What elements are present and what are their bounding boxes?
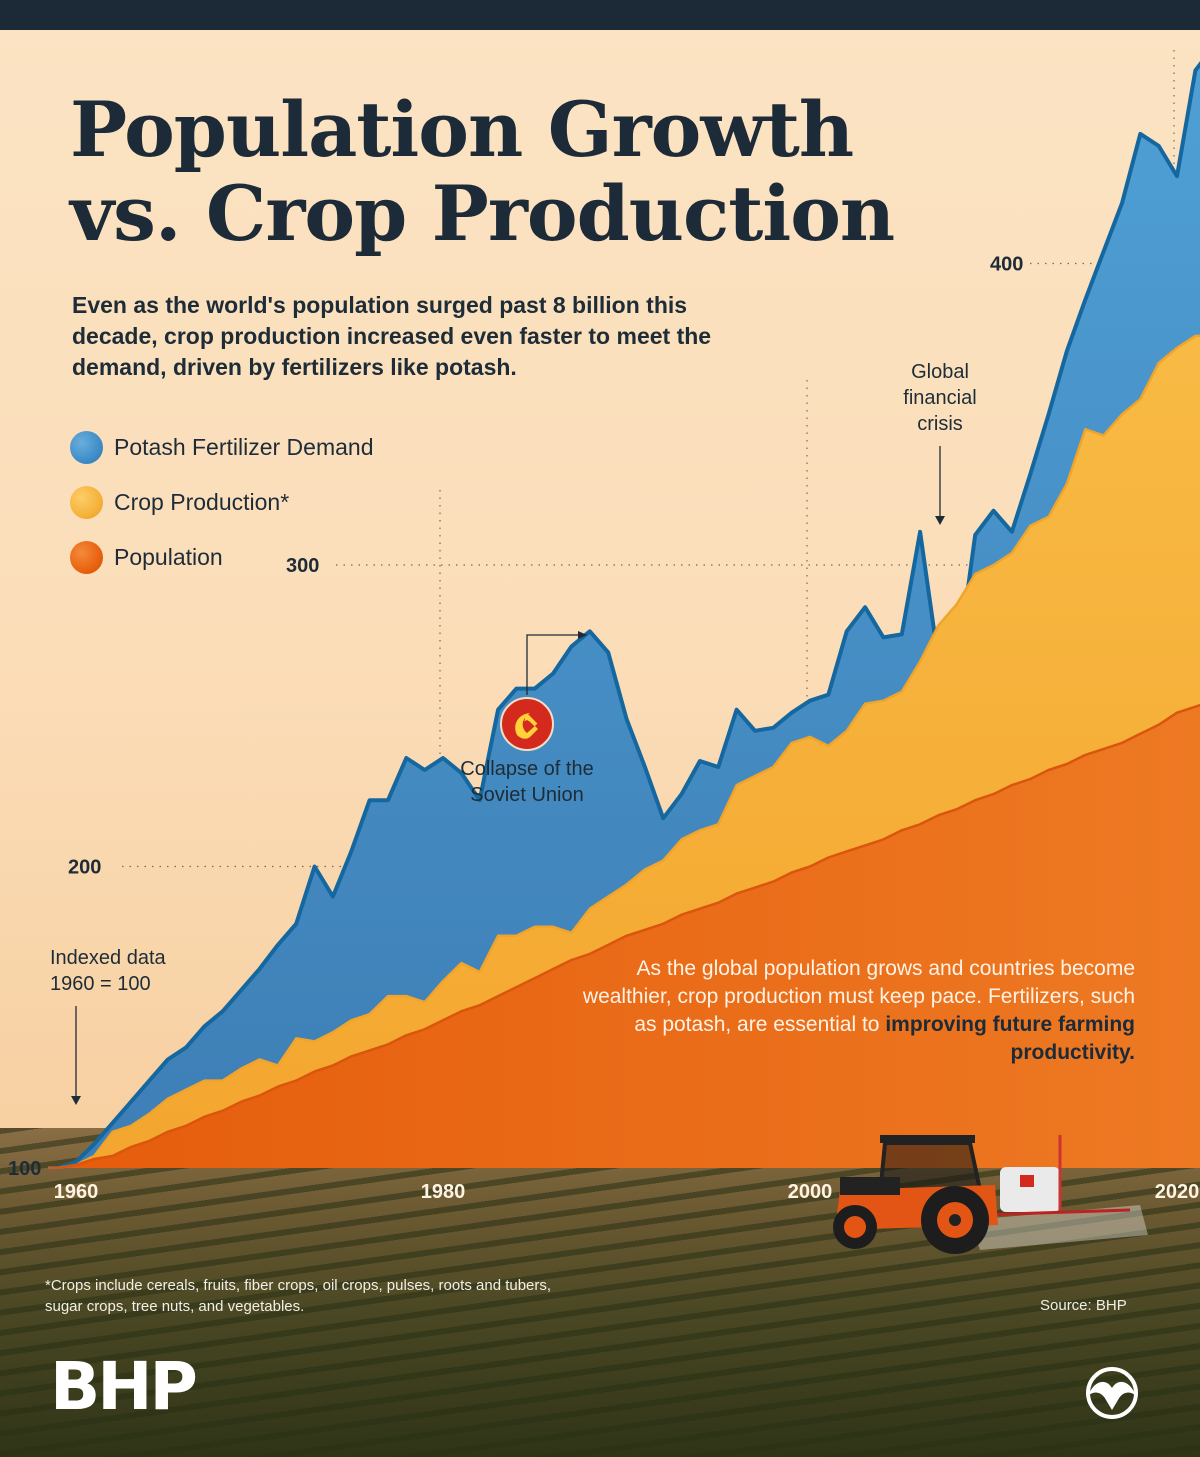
soviet-arrowhead: [578, 631, 587, 639]
indexed-arrowhead: [71, 1096, 81, 1105]
area-potash-line: [48, 61, 1200, 1170]
hammer-sickle-icon: [500, 697, 554, 751]
y-tick-label: 300: [286, 555, 319, 577]
soviet-arrow: [526, 634, 580, 695]
tractor-icon: [833, 1135, 1148, 1254]
crisis-label-line2: financial: [903, 387, 976, 409]
legend-label-population: Population: [114, 544, 223, 570]
crisis-arrowhead: [935, 516, 945, 525]
legend-label-crop: Crop Production*: [114, 489, 290, 515]
area-population-line: [48, 703, 1200, 1170]
title-line1: Population Growth: [70, 85, 854, 174]
soviet-label-line2: Soviet Union: [470, 784, 583, 806]
subtitle: Even as the world's population surged pa…: [72, 292, 712, 380]
title-line2: vs. Crop Production: [70, 169, 895, 258]
legend: Potash Fertilizer Demand Crop Production…: [70, 420, 374, 585]
body-text-main: As the global population grows and count…: [582, 957, 1135, 1036]
x-tick-label: 2020: [1155, 1181, 1200, 1203]
x-tick-label: 1960: [54, 1181, 99, 1203]
legend-swatch-potash: [70, 431, 103, 464]
area-crop-line: [48, 334, 1200, 1170]
crisis-label-line1: Global: [911, 361, 969, 383]
y-tick-label: 100: [8, 1158, 41, 1180]
soviet-label-line1: Collapse of the: [460, 758, 593, 780]
crisis-label-line3: crisis: [917, 413, 963, 435]
page-title: Population Growth vs. Crop Production: [70, 88, 1030, 256]
x-tick-label: 1980: [421, 1181, 466, 1203]
y-tick-label: 200: [68, 857, 101, 879]
legend-label-potash: Potash Fertilizer Demand: [114, 434, 374, 460]
legend-item-population: Population: [70, 530, 374, 585]
y-axis-labels: 100 200 300 400: [8, 254, 1023, 1181]
y-tick-label: 400: [990, 254, 1023, 276]
legend-swatch-crop: [70, 486, 103, 519]
indexed-note-line2: 1960 = 100: [50, 973, 151, 995]
bhp-logo: BHP: [50, 1348, 198, 1425]
top-bar: [0, 0, 1200, 30]
area-population: [48, 694, 1200, 1168]
legend-item-potash: Potash Fertilizer Demand: [70, 420, 374, 475]
source: Source: BHP: [1040, 1297, 1127, 1314]
footnote: *Crops include cereals, fruits, fiber cr…: [45, 1277, 552, 1315]
legend-swatch-population: [70, 541, 103, 574]
legend-item-crop: Crop Production*: [70, 475, 374, 530]
body-text: As the global population grows and count…: [560, 955, 1135, 1067]
x-axis-labels: 1960 1980 2000 2020: [54, 1181, 1200, 1203]
body-text-highlight: improving future farming productivity.: [885, 1013, 1135, 1064]
annotations: Indexed data 1960 = 100 Collapse of the …: [50, 361, 977, 1105]
visual-capitalist-logo-icon: [1086, 1367, 1138, 1419]
indexed-note-line1: Indexed data: [50, 947, 167, 969]
x-tick-label: 2000: [788, 1181, 833, 1203]
chart-areas: [48, 61, 1200, 1170]
